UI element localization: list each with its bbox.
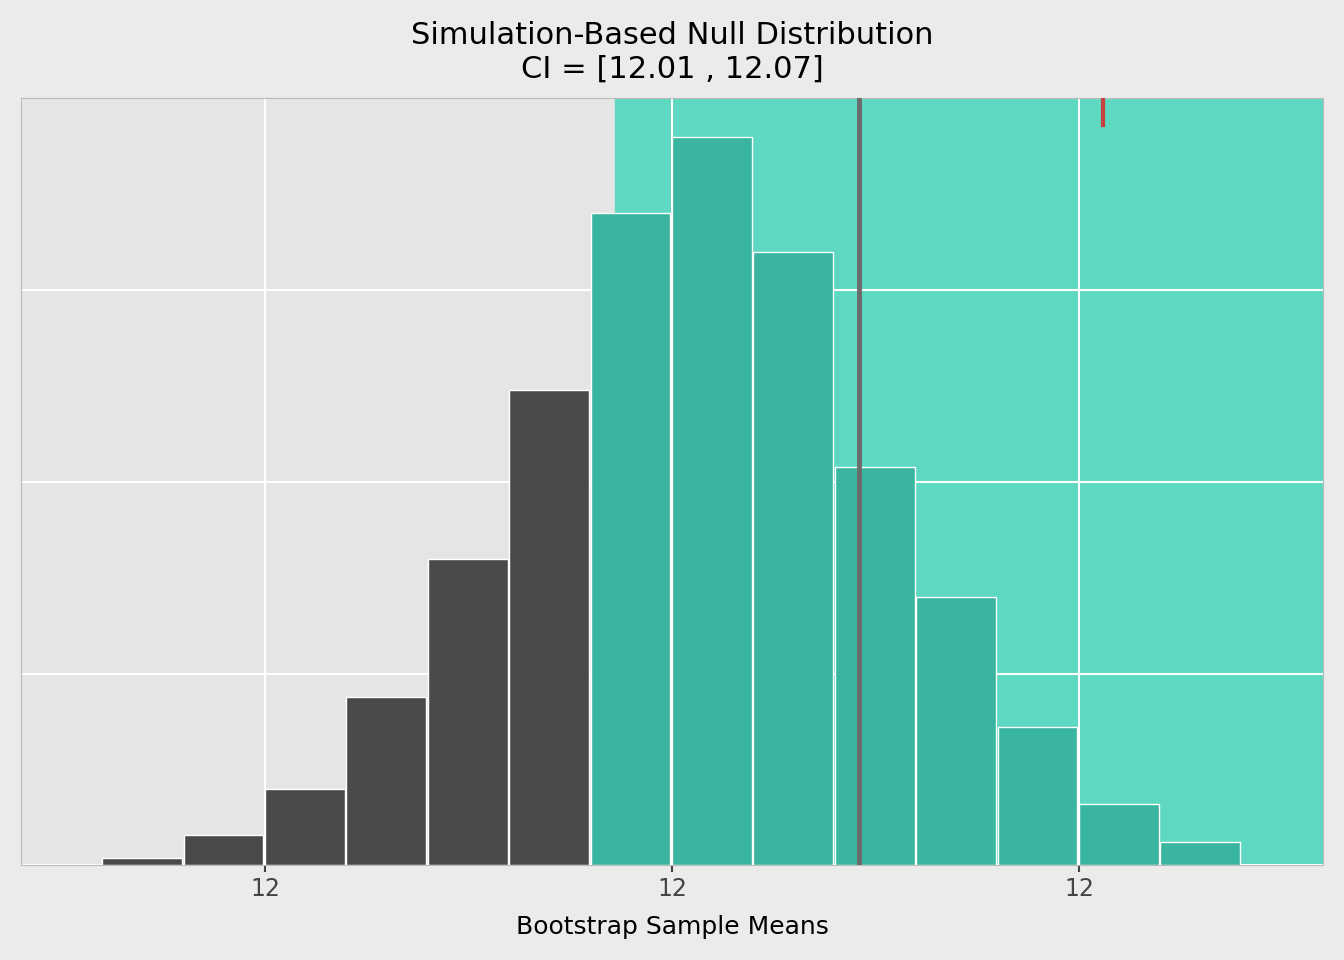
Bar	[184, 835, 263, 866]
Bar	[347, 697, 426, 866]
Bar	[427, 559, 508, 866]
Bar	[997, 728, 1078, 866]
Bar	[265, 789, 345, 866]
Bar	[590, 213, 671, 866]
Bar	[754, 252, 833, 866]
Bar	[102, 858, 181, 866]
Bar	[616, 98, 1344, 866]
Bar	[672, 136, 751, 866]
Title: Simulation-Based Null Distribution
CI = [12.01 , 12.07]: Simulation-Based Null Distribution CI = …	[411, 21, 933, 84]
Bar	[509, 390, 589, 866]
Bar	[1079, 804, 1159, 866]
Bar	[835, 467, 914, 866]
Bar	[1160, 843, 1241, 866]
X-axis label: Bootstrap Sample Means: Bootstrap Sample Means	[516, 915, 828, 939]
Bar	[917, 597, 996, 866]
